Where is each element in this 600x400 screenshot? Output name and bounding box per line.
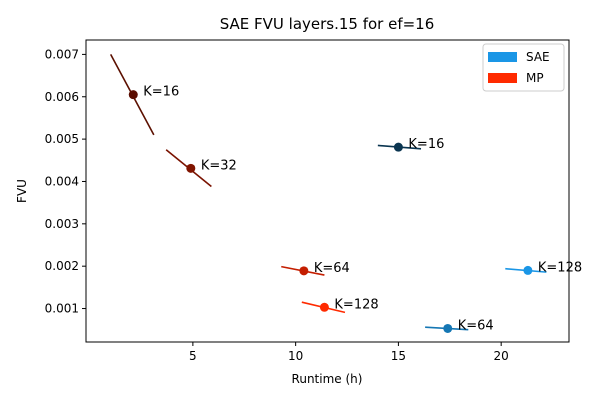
x-axis-label: Runtime (h): [292, 372, 363, 386]
plot-frame: [85, 39, 570, 343]
point-label: K=32: [201, 158, 237, 173]
y-tick-label: 0.005: [45, 132, 79, 146]
point-label: K=128: [538, 260, 582, 275]
data-point: [299, 266, 309, 276]
data-point: [319, 302, 329, 312]
legend-label: SAE: [526, 50, 550, 64]
legend-swatch: [488, 73, 517, 83]
legend-label: MP: [526, 71, 544, 85]
x-tick-label: 5: [189, 349, 197, 363]
legend-box: [482, 43, 565, 92]
y-axis-label: FVU: [15, 179, 29, 203]
data-point: [523, 265, 533, 275]
point-label: K=128: [334, 297, 378, 312]
y-axis: 0.001 0.002 0.003 0.004 0.005 0.006 0.007: [45, 47, 86, 316]
x-tick-label: 15: [391, 349, 406, 363]
y-tick-label: 0.003: [45, 217, 79, 231]
y-tick-label: 0.001: [45, 302, 79, 316]
y-tick-label: 0.002: [45, 259, 79, 273]
x-tick-label: 20: [494, 349, 509, 363]
point-label: K=16: [143, 85, 179, 100]
x-axis: 5 10 15 20: [189, 342, 509, 363]
legend-swatch: [488, 52, 517, 62]
y-tick-label: 0.004: [45, 174, 79, 188]
data-point: [443, 323, 453, 333]
y-tick-label: 0.007: [45, 47, 79, 61]
y-tick-label: 0.006: [45, 90, 79, 104]
data-point: [393, 142, 403, 152]
legend: SAE MP: [482, 43, 565, 92]
point-label: K=64: [314, 261, 350, 276]
point-label: K=64: [458, 318, 494, 333]
point-label: K=16: [408, 137, 444, 152]
x-tick-label: 10: [288, 349, 303, 363]
chart-title: SAE FVU layers.15 for ef=16: [220, 15, 435, 33]
data-point: [186, 163, 196, 173]
data-point: [128, 90, 138, 100]
plot-marks: K=16 K=32 K=64 K=128 K=16 K=64 K=128: [109, 54, 582, 333]
